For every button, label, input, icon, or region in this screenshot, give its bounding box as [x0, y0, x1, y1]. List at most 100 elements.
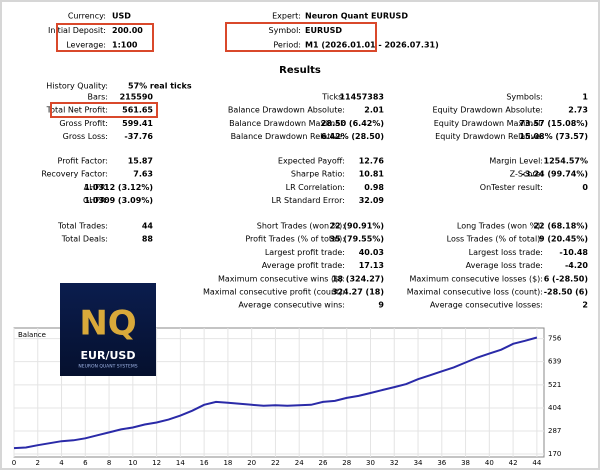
x-tick-label: 36 [437, 459, 446, 467]
chart-title: Balance [18, 331, 46, 339]
x-tick-label: 42 [509, 459, 518, 467]
stat-label: Equity Drawdown Relative: [435, 132, 543, 141]
stat-value: 2 [582, 301, 588, 310]
field-label: Symbol: [269, 26, 302, 35]
stat-value: 15.08% (73.57) [519, 132, 588, 141]
y-tick-label: 521 [548, 381, 561, 389]
x-tick-label: 6 [83, 459, 88, 467]
stat-label: Maximal consecutive profit (count): [203, 288, 345, 297]
x-tick-label: 14 [176, 459, 185, 467]
x-tick-label: 30 [366, 459, 375, 467]
logo-monogram: NQ [79, 304, 136, 344]
stat-label: Balance Drawdown Absolute: [228, 106, 345, 115]
x-tick-label: 18 [223, 459, 232, 467]
x-tick-label: 16 [200, 459, 209, 467]
stat-label: Maximal consecutive loss (count): [407, 288, 543, 297]
x-tick-label: 4 [59, 459, 64, 467]
stat-label: GHPR: [83, 196, 108, 205]
stat-label: Bars: [87, 93, 108, 102]
stat-label: Gross Profit: [59, 119, 108, 128]
x-tick-label: 34 [414, 459, 423, 467]
stat-label: Total Deals: [61, 235, 108, 244]
x-tick-label: 22 [271, 459, 280, 467]
stat-label: Balance Drawdown Relative: [231, 132, 345, 141]
stat-value: 9 (20.45%) [539, 235, 588, 244]
field-label: Period: [273, 41, 301, 50]
y-tick-label: 287 [548, 427, 561, 435]
stat-value: 1 [582, 93, 588, 102]
y-tick-label: 170 [548, 450, 561, 458]
stat-label: LR Standard Error: [271, 196, 345, 205]
stat-label: Expected Payoff: [278, 157, 345, 166]
field-label: Currency: [68, 12, 106, 21]
x-tick-label: 32 [390, 459, 399, 467]
stat-label: Ticks: [321, 93, 345, 102]
results-title: Results [279, 65, 321, 76]
logo-pair: EUR/USD [81, 349, 136, 362]
logo: NQ EUR/USD NEURON QUANT SYSTEMS [60, 283, 156, 376]
x-tick-label: 10 [128, 459, 137, 467]
stat-value: 2.73 [568, 106, 588, 115]
stat-label: Largest loss trade: [469, 248, 543, 257]
stat-label: Profit Trades (% of total): [245, 235, 345, 244]
stat-label: Profit Factor: [58, 157, 108, 166]
stat-label: Largest profit trade: [265, 248, 345, 257]
x-tick-label: 28 [342, 459, 351, 467]
stat-value: 1254.57% [544, 157, 588, 166]
y-tick-label: 639 [548, 358, 561, 366]
stat-value: 1.0312 (3.12%) [84, 183, 153, 192]
balance-line [13, 336, 538, 450]
x-tick-label: 38 [461, 459, 470, 467]
stat-value: 599.41 [122, 119, 153, 128]
stat-label: Maximum consecutive losses ($): [409, 274, 543, 283]
stat-label: Short Trades (won %): [257, 222, 345, 231]
stat-value: 22 (68.18%) [533, 222, 588, 231]
y-tick-label: 756 [548, 335, 562, 343]
field-label: Expert: [272, 12, 301, 21]
field-label: History Quality: [46, 82, 108, 91]
stat-label: OnTester result: [480, 183, 543, 192]
stat-label: Long Trades (won %): [457, 222, 543, 231]
stat-label: Total Trades: [57, 222, 108, 231]
stat-label: Z-Score: [510, 170, 543, 179]
stat-value: 9 [378, 301, 384, 310]
x-tick-label: 0 [12, 459, 16, 467]
stat-value: 11457383 [339, 93, 384, 102]
stat-label: LR Correlation: [286, 183, 345, 192]
stat-value: 12.76 [359, 157, 385, 166]
stat-label: Balance Drawdown Maximal: [229, 119, 345, 128]
x-tick-label: 44 [532, 459, 541, 467]
logo-bg [60, 283, 156, 376]
x-tick-label: 8 [107, 459, 111, 467]
field-value: Neuron Quant EURUSD [305, 12, 408, 21]
highlight-box [56, 23, 154, 52]
field-value: 57% real ticks [128, 82, 192, 91]
stat-value: 22 (90.91%) [329, 222, 384, 231]
stat-value: -37.76 [124, 132, 153, 141]
stat-value: 6.42% (28.50) [321, 132, 384, 141]
stat-value: 7.63 [133, 170, 153, 179]
stat-label: Sharpe Ratio: [291, 170, 345, 179]
stat-label: Equity Drawdown Absolute: [432, 106, 543, 115]
x-tick-label: 24 [295, 459, 304, 467]
stat-value: -10.48 [559, 248, 588, 257]
stat-label: Recovery Factor: [41, 170, 108, 179]
highlight-box [50, 102, 158, 118]
stat-label: Average profit trade: [262, 261, 345, 270]
logo-tagline: NEURON QUANT SYSTEMS [78, 364, 137, 370]
stat-value: 2.01 [364, 106, 384, 115]
stat-value: 215590 [120, 93, 154, 102]
stat-value: 324.27 (18) [332, 288, 384, 297]
stat-value: 44 [142, 222, 154, 231]
field-label: Leverage: [66, 41, 106, 50]
x-tick-label: 40 [485, 459, 494, 467]
stat-label: Loss Trades (% of total): [447, 235, 543, 244]
stat-value: 28.50 (6.42%) [321, 119, 384, 128]
stat-value: 0.98 [364, 183, 384, 192]
stat-value: 17.13 [359, 261, 384, 270]
stat-value: -4.20 [565, 261, 588, 270]
stat-value: 40.03 [359, 248, 384, 257]
x-tick-label: 20 [247, 459, 256, 467]
